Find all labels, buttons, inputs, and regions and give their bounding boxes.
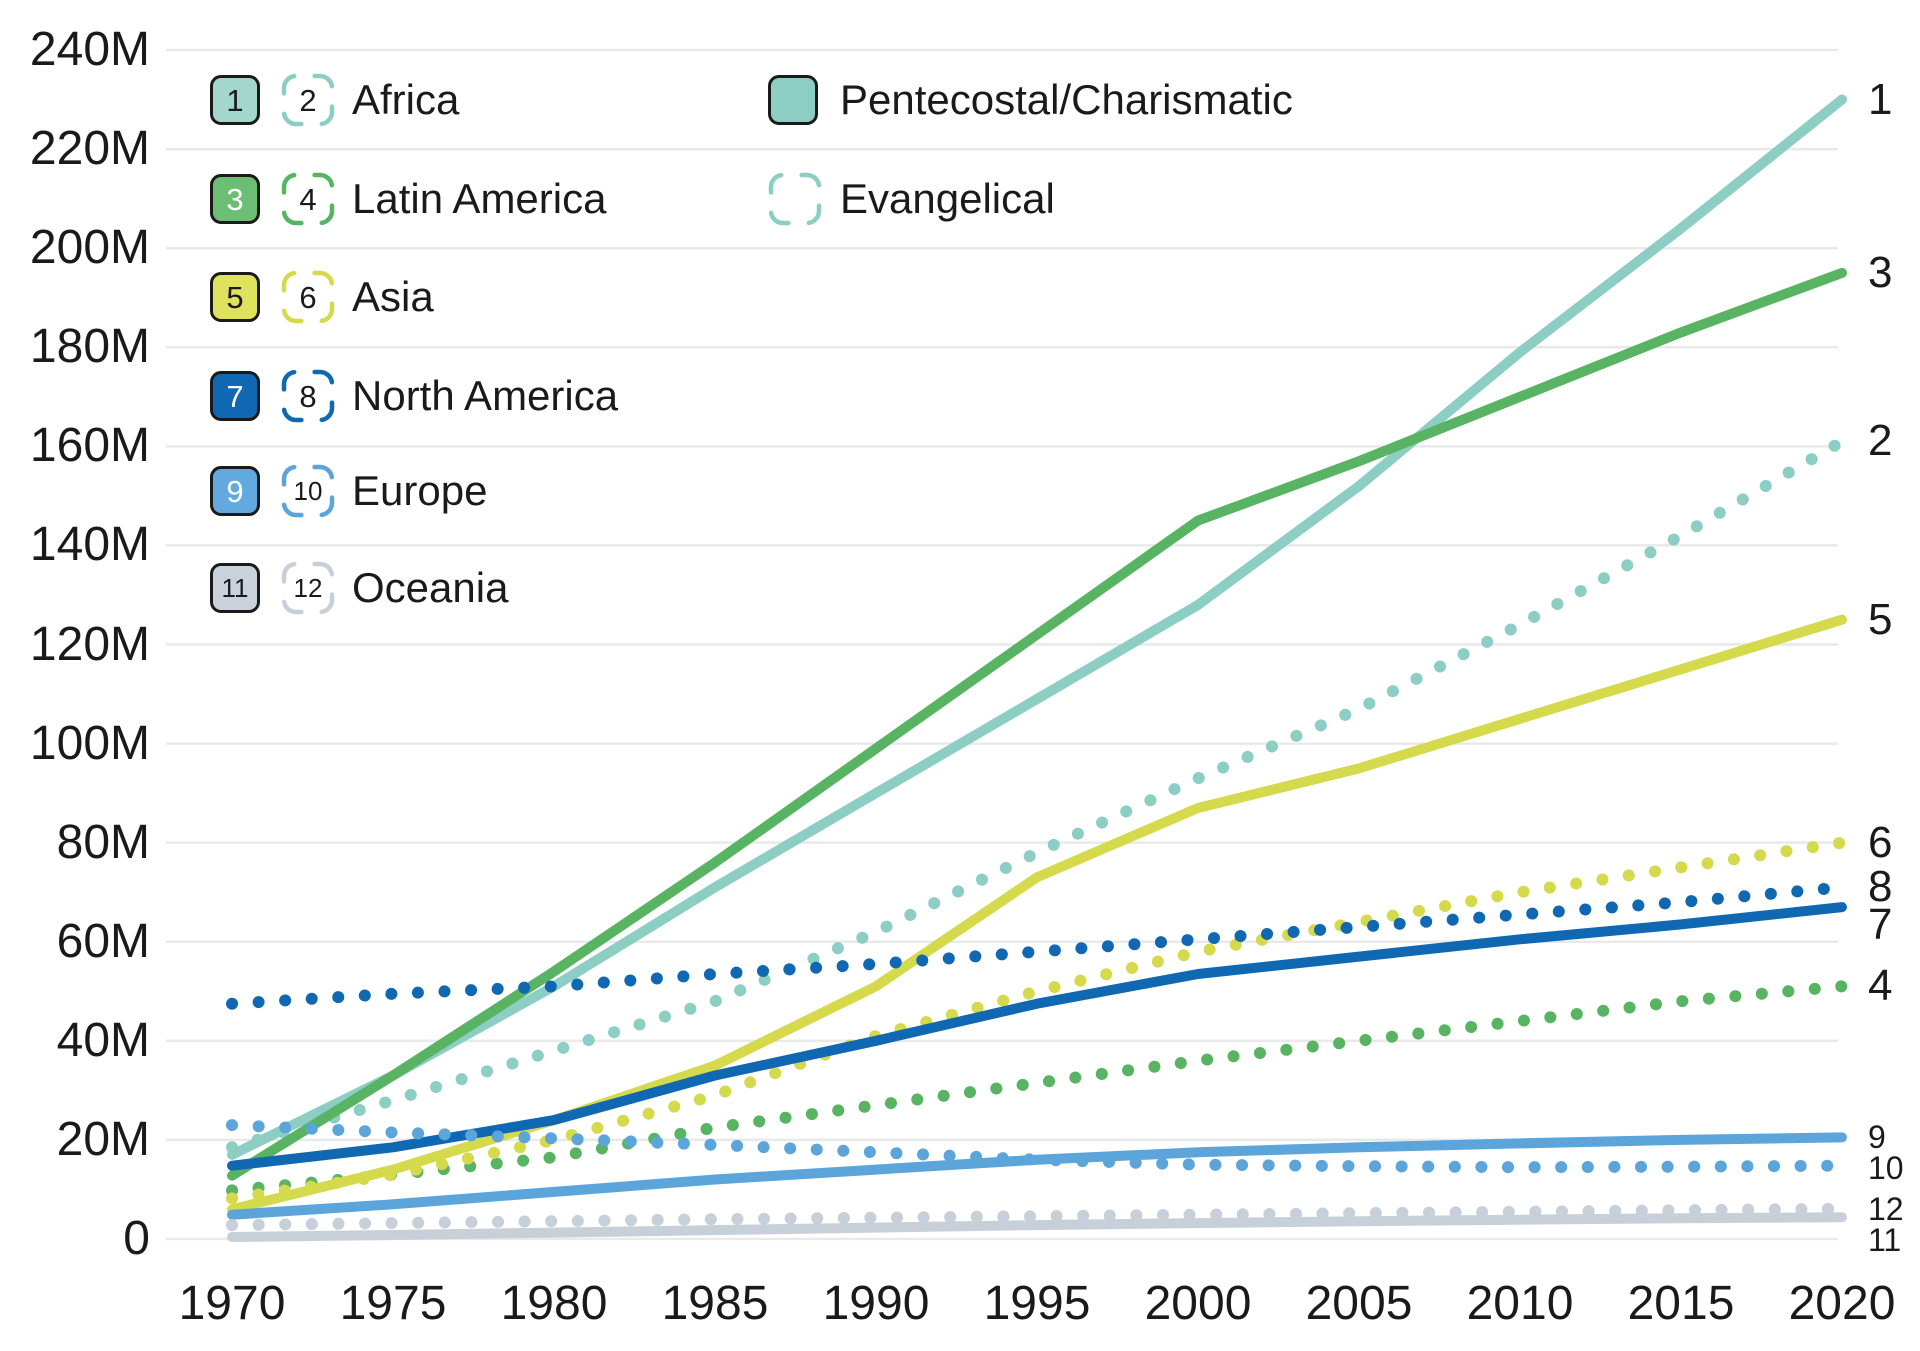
line-1-africa-pentecostal-charismatic (227, 94, 1847, 1160)
end-label-10: 10 (1868, 1150, 1904, 1187)
x-tick-2020: 2020 (1788, 1277, 1896, 1330)
line-3-latin-america-pentecostal-charismatic (227, 267, 1847, 1181)
legend-solid-swatch-europe: 9 (210, 466, 260, 516)
line-11-oceania-pentecostal-charismatic (227, 1212, 1847, 1242)
legend-swatch-pentecostal-charismatic (768, 75, 818, 125)
y-tick-0: 0 (123, 1212, 150, 1265)
legend-solid-swatch-latin-america: 3 (210, 174, 260, 224)
end-label-11: 11 (1868, 1221, 1902, 1258)
y-tick-240M: 240M (29, 23, 150, 76)
end-label-3: 3 (1868, 247, 1893, 297)
end-label-12: 12 (1868, 1190, 1904, 1227)
line-5-asia-pentecostal-charismatic (227, 614, 1847, 1215)
y-tick-40M: 40M (56, 1013, 150, 1067)
legend-label-latin-america: Latin America (352, 175, 607, 222)
legend-dashed-swatch-north-america: 8 (281, 369, 335, 423)
legend-label-europe: Europe (352, 467, 488, 514)
end-label-5: 5 (1868, 594, 1893, 644)
y-tick-100M: 100M (29, 716, 150, 770)
legend-solid-swatch-asia: 5 (210, 272, 260, 322)
x-tick-2010: 2010 (1466, 1277, 1574, 1330)
line-6-asia-evangelical (226, 836, 1848, 1205)
legend-dashed-swatch-europe-number: 10 (293, 476, 323, 506)
x-tick-1980: 1980 (500, 1277, 608, 1330)
legend-dashed-swatch-latin-america: 4 (281, 172, 335, 226)
legend-solid-swatch-africa: 1 (210, 75, 260, 125)
end-label-8: 8 (1868, 862, 1893, 912)
legend-label-north-america: North America (352, 372, 619, 419)
y-tick-200M: 200M (29, 221, 150, 275)
legend-dashed-swatch-latin-america-number: 4 (299, 181, 317, 217)
line-7-north-america-pentecostal-charismatic (227, 902, 1847, 1171)
legend-label-oceania: Oceania (352, 564, 509, 611)
end-label-9: 9 (1868, 1119, 1886, 1156)
legend-solid-number-asia: 5 (226, 279, 244, 315)
legend-label-asia: Asia (352, 273, 434, 320)
legend-dashed-swatch-oceania-number: 12 (293, 573, 323, 603)
legend-swatch-evangelical-outline (768, 172, 822, 226)
y-tick-60M: 60M (56, 914, 150, 968)
line-8-north-america-evangelical (226, 881, 1848, 1010)
x-tick-1975: 1975 (339, 1277, 447, 1330)
legend-dashed-swatch-europe: 10 (281, 464, 335, 518)
legend-dashed-swatch-north-america-number: 8 (299, 378, 317, 414)
legend-dashed-swatch-africa-number: 2 (299, 82, 317, 118)
x-tick-1995: 1995 (983, 1277, 1091, 1330)
legend-label-evangelical: Evangelical (840, 175, 1055, 222)
y-tick-140M: 140M (29, 518, 150, 572)
x-tick-1970: 1970 (178, 1277, 286, 1330)
x-tick-2000: 2000 (1144, 1277, 1252, 1330)
y-tick-160M: 160M (29, 419, 150, 473)
y-tick-120M: 120M (29, 617, 150, 671)
line-9-europe-pentecostal-charismatic (227, 1132, 1847, 1220)
y-tick-180M: 180M (29, 320, 150, 374)
legend-solid-swatch-north-america: 7 (210, 371, 260, 421)
legend-solid-number-oceania: 11 (221, 573, 249, 603)
legend-solid-number-latin-america: 3 (226, 181, 244, 217)
x-tick-2015: 2015 (1627, 1277, 1735, 1330)
end-label-2: 2 (1868, 416, 1893, 466)
legend-swatch-evangelical (768, 172, 822, 226)
legend-dashed-swatch-asia: 6 (281, 270, 335, 324)
end-label-1: 1 (1868, 74, 1893, 124)
line-10-europe-evangelical (226, 1119, 1848, 1174)
end-label-4: 4 (1868, 961, 1893, 1011)
legend-solid-number-north-america: 7 (226, 378, 244, 414)
end-label-6: 6 (1868, 817, 1893, 867)
legend-label-africa: Africa (352, 76, 460, 123)
x-tick-2005: 2005 (1305, 1277, 1413, 1330)
legend-label-pentecostal-charismatic: Pentecostal/Charismatic (840, 76, 1293, 123)
y-tick-220M: 220M (29, 122, 150, 176)
line-4-latin-america-evangelical (226, 980, 1848, 1197)
y-tick-20M: 20M (56, 1112, 150, 1166)
legend-solid-number-europe: 9 (226, 473, 244, 509)
end-label-7: 7 (1868, 900, 1893, 950)
legend-solid-swatch-oceania: 11 (210, 563, 260, 613)
x-tick-1990: 1990 (822, 1277, 930, 1330)
line-12-oceania-evangelical (226, 1202, 1848, 1232)
legend-dashed-swatch-asia-number: 6 (299, 279, 317, 315)
legend-solid-number-africa: 1 (226, 82, 244, 118)
legend-dashed-swatch-oceania: 12 (281, 561, 335, 615)
x-tick-1985: 1985 (661, 1277, 769, 1330)
legend-dashed-swatch-africa: 2 (281, 73, 335, 127)
y-tick-80M: 80M (56, 815, 150, 869)
